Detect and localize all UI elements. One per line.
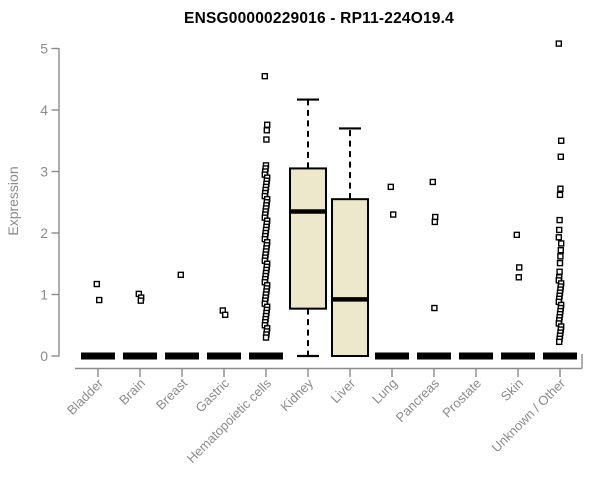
- outlier-point: [177, 271, 185, 279]
- x-category-label: Unknown / Other: [489, 375, 569, 455]
- collapsed-box-bar: [81, 352, 115, 360]
- y-tick-label: 3: [40, 164, 48, 180]
- outlier-point: [556, 191, 564, 199]
- outlier-point: [556, 338, 563, 346]
- collapsed-box-bar: [165, 352, 199, 360]
- x-category-label: Pancreas: [393, 375, 443, 425]
- outlier-point: [556, 259, 564, 267]
- outlier-point: [262, 334, 270, 341]
- outlier-point: [558, 240, 565, 247]
- x-category-label: Breast: [153, 375, 190, 412]
- collapsed-box-bar: [459, 352, 493, 360]
- outlier-point: [261, 72, 268, 80]
- x-category-label: Bladder: [64, 375, 107, 418]
- outlier-point: [555, 234, 562, 241]
- outlier-point: [555, 40, 562, 47]
- x-category-label: Skin: [498, 376, 526, 404]
- x-category-label: Lung: [369, 376, 400, 407]
- y-tick-label: 5: [40, 41, 48, 57]
- outlier-point: [95, 296, 103, 304]
- outlier-point: [387, 183, 394, 191]
- collapsed-box-bar: [123, 352, 157, 360]
- outlier-point: [390, 211, 397, 218]
- collapsed-box-bar: [249, 352, 283, 360]
- outlier-point: [556, 268, 563, 275]
- outlier-point: [431, 304, 438, 312]
- outlier-point: [557, 247, 564, 254]
- collapsed-box-bar: [375, 352, 409, 360]
- collapsed-box-bar: [207, 352, 241, 360]
- collapsed-box-bar: [543, 352, 577, 360]
- outlier-point: [556, 216, 563, 224]
- outlier-point: [515, 274, 522, 281]
- outlier-point: [263, 136, 270, 143]
- x-category-label: Gastric: [192, 375, 232, 415]
- outlier-point: [557, 185, 564, 192]
- chart-title: ENSG00000229016 - RP11-224O19.4: [184, 10, 454, 27]
- collapsed-box-bar: [417, 352, 451, 360]
- x-category-label: Brain: [116, 376, 148, 408]
- y-tick-label: 0: [40, 348, 48, 364]
- outlier-point: [431, 218, 438, 226]
- outlier-point: [429, 178, 436, 186]
- outlier-point: [558, 137, 565, 144]
- box: [289, 167, 327, 310]
- y-tick-label: 1: [40, 287, 48, 303]
- x-category-label: Liver: [328, 375, 359, 406]
- outlier-point: [516, 264, 523, 271]
- outlier-point: [137, 297, 145, 304]
- y-tick-label: 4: [40, 102, 48, 118]
- collapsed-box-bar: [501, 352, 535, 360]
- outlier-point: [513, 231, 520, 239]
- outlier-point: [93, 280, 101, 288]
- x-category-label: Kidney: [277, 375, 316, 414]
- outlier-point: [264, 121, 271, 128]
- outlier-point: [556, 226, 563, 234]
- y-tick-label: 2: [40, 225, 48, 241]
- outlier-point: [557, 253, 564, 260]
- box: [331, 198, 369, 357]
- outlier-point: [221, 311, 229, 318]
- outlier-point: [557, 153, 564, 160]
- x-category-label: Prostate: [439, 376, 484, 421]
- outlier-point: [263, 127, 270, 134]
